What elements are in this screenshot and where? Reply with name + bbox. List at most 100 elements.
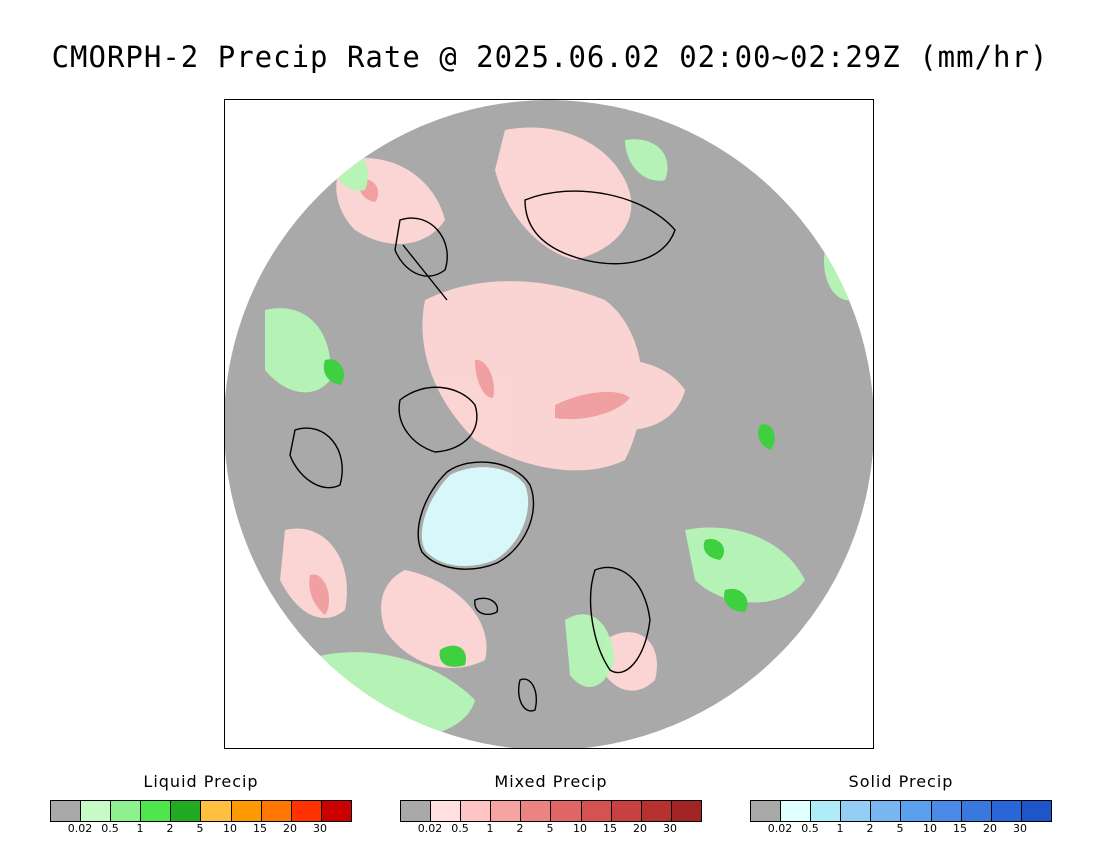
- legend-tick-label: 2: [166, 822, 174, 835]
- coastlines: [289, 190, 676, 712]
- legend-swatch: [931, 801, 962, 821]
- legend-ticks: 0.02 0.5 1 2 5 10 15 20 30: [750, 822, 1050, 836]
- legend-swatch: [901, 801, 932, 821]
- legend-title: Solid Precip: [848, 772, 954, 791]
- siberia-coast: [524, 190, 676, 265]
- legend-liquid-precip: Liquid Precip 0.02 0.5 1 2 5 10 15 20 30: [50, 772, 352, 835]
- legend-solid-precip: Solid Precip 0.02 0.5 1 2 5 10 15 20 30: [750, 772, 1052, 835]
- legend-swatch: [611, 801, 642, 821]
- legend-swatch: [81, 801, 112, 821]
- legend-tick-label: 15: [603, 822, 617, 835]
- legend-swatch: [961, 801, 992, 821]
- liquid-precip-heavy: [323, 359, 775, 667]
- mixed-heavy-4: [309, 574, 330, 615]
- legend-swatch: [141, 801, 172, 821]
- legend-swatch: [201, 801, 232, 821]
- legend-swatch: [431, 801, 462, 821]
- british-isles-coast: [518, 678, 537, 712]
- legend-swatch: [111, 801, 142, 821]
- legend-swatch: [401, 801, 432, 821]
- arctic-archipelago-coast: [398, 386, 478, 453]
- legend-tick-label: 1: [486, 822, 494, 835]
- legend-tick-label: 20: [983, 822, 997, 835]
- legend-tick-label: 15: [953, 822, 967, 835]
- mixed-precip-greenland-sea: [381, 570, 487, 669]
- legend-tick-label: 5: [546, 822, 554, 835]
- hudson-bay-coast: [289, 427, 343, 489]
- mixed-precip-europe: [600, 632, 657, 691]
- scandinavia-coast: [589, 566, 651, 674]
- liquid-precip-east-siberia: [625, 139, 668, 181]
- legend-swatch: [321, 801, 351, 821]
- liquid-heavy-2: [703, 539, 725, 560]
- legend-swatch: [991, 801, 1022, 821]
- legend-tick-label: 0.02: [417, 822, 443, 835]
- legend-swatch: [581, 801, 612, 821]
- legend-swatch: [641, 801, 672, 821]
- mixed-heavy-2: [475, 359, 494, 398]
- legend-tick-label: 0.5: [101, 822, 119, 835]
- legend-tick-label: 30: [663, 822, 677, 835]
- legend-swatch: [231, 801, 262, 821]
- liquid-heavy-5: [724, 588, 748, 612]
- legend-tick-label: 5: [196, 822, 204, 835]
- solid-precip-greenland: [421, 467, 529, 566]
- legend-swatch: [51, 801, 82, 821]
- legend-tick-label: 2: [516, 822, 524, 835]
- legend-swatch: [1021, 801, 1051, 821]
- legend-swatch: [811, 801, 842, 821]
- map-canvas: [225, 100, 873, 748]
- legend-swatch: [261, 801, 292, 821]
- legend-tick-label: 10: [573, 822, 587, 835]
- legend-swatch: [871, 801, 902, 821]
- legend-swatch: [671, 801, 701, 821]
- liquid-heavy-3: [758, 424, 775, 450]
- greenland-coast: [417, 461, 535, 570]
- legend-tick-label: 30: [313, 822, 327, 835]
- legend-swatch: [291, 801, 322, 821]
- legend-tick-label: 0.5: [451, 822, 469, 835]
- legend-ticks: 0.02 0.5 1 2 5 10 15 20 30: [400, 822, 700, 836]
- legend-tick-label: 10: [223, 822, 237, 835]
- mixed-precip-siberia: [495, 127, 632, 260]
- legend-tick-label: 5: [896, 822, 904, 835]
- mixed-precip-arctic-ocean: [422, 281, 643, 471]
- legend-tick-label: 30: [1013, 822, 1027, 835]
- legend-color-bar: [50, 800, 352, 822]
- liquid-precip-scandinavia: [565, 614, 615, 687]
- legend-swatch: [781, 801, 812, 821]
- legend-color-bar: [400, 800, 702, 822]
- iceland-coast: [474, 597, 499, 616]
- mixed-heavy-1: [555, 391, 630, 420]
- legend-swatch: [551, 801, 582, 821]
- legend-swatch: [521, 801, 552, 821]
- legend-title: Liquid Precip: [143, 772, 259, 791]
- liquid-precip-canada: [265, 308, 331, 393]
- liquid-heavy-4: [323, 359, 345, 385]
- legend-tick-label: 15: [253, 822, 267, 835]
- polar-precip-map: [224, 99, 874, 749]
- legend-swatch: [461, 801, 492, 821]
- legend-tick-label: 0.02: [767, 822, 793, 835]
- alaska-coast: [394, 217, 448, 277]
- legend-tick-label: 20: [283, 822, 297, 835]
- legend-ticks: 0.02 0.5 1 2 5 10 15 20 30: [50, 822, 350, 836]
- liquid-heavy-1: [439, 645, 466, 667]
- legend-tick-label: 20: [633, 822, 647, 835]
- legend-tick-label: 0.02: [67, 822, 93, 835]
- legend-tick-label: 2: [866, 822, 874, 835]
- legend-tick-label: 10: [923, 822, 937, 835]
- legend-tick-label: 0.5: [801, 822, 819, 835]
- legend-tick-label: 1: [136, 822, 144, 835]
- mixed-precip-heavy: [309, 179, 630, 615]
- legend-swatch: [751, 801, 782, 821]
- legend-swatch: [491, 801, 522, 821]
- legend-mixed-precip: Mixed Precip 0.02 0.5 1 2 5 10 15 20 30: [400, 772, 702, 835]
- legend-title: Mixed Precip: [494, 772, 608, 791]
- mixed-precip-labrador: [280, 528, 347, 619]
- legend-swatch: [841, 801, 872, 821]
- legend-color-bar: [750, 800, 1052, 822]
- alaska-canada-border: [402, 244, 448, 301]
- map-title: CMORPH-2 Precip Rate @ 2025.06.02 02:00~…: [51, 40, 1049, 74]
- legend-tick-label: 1: [836, 822, 844, 835]
